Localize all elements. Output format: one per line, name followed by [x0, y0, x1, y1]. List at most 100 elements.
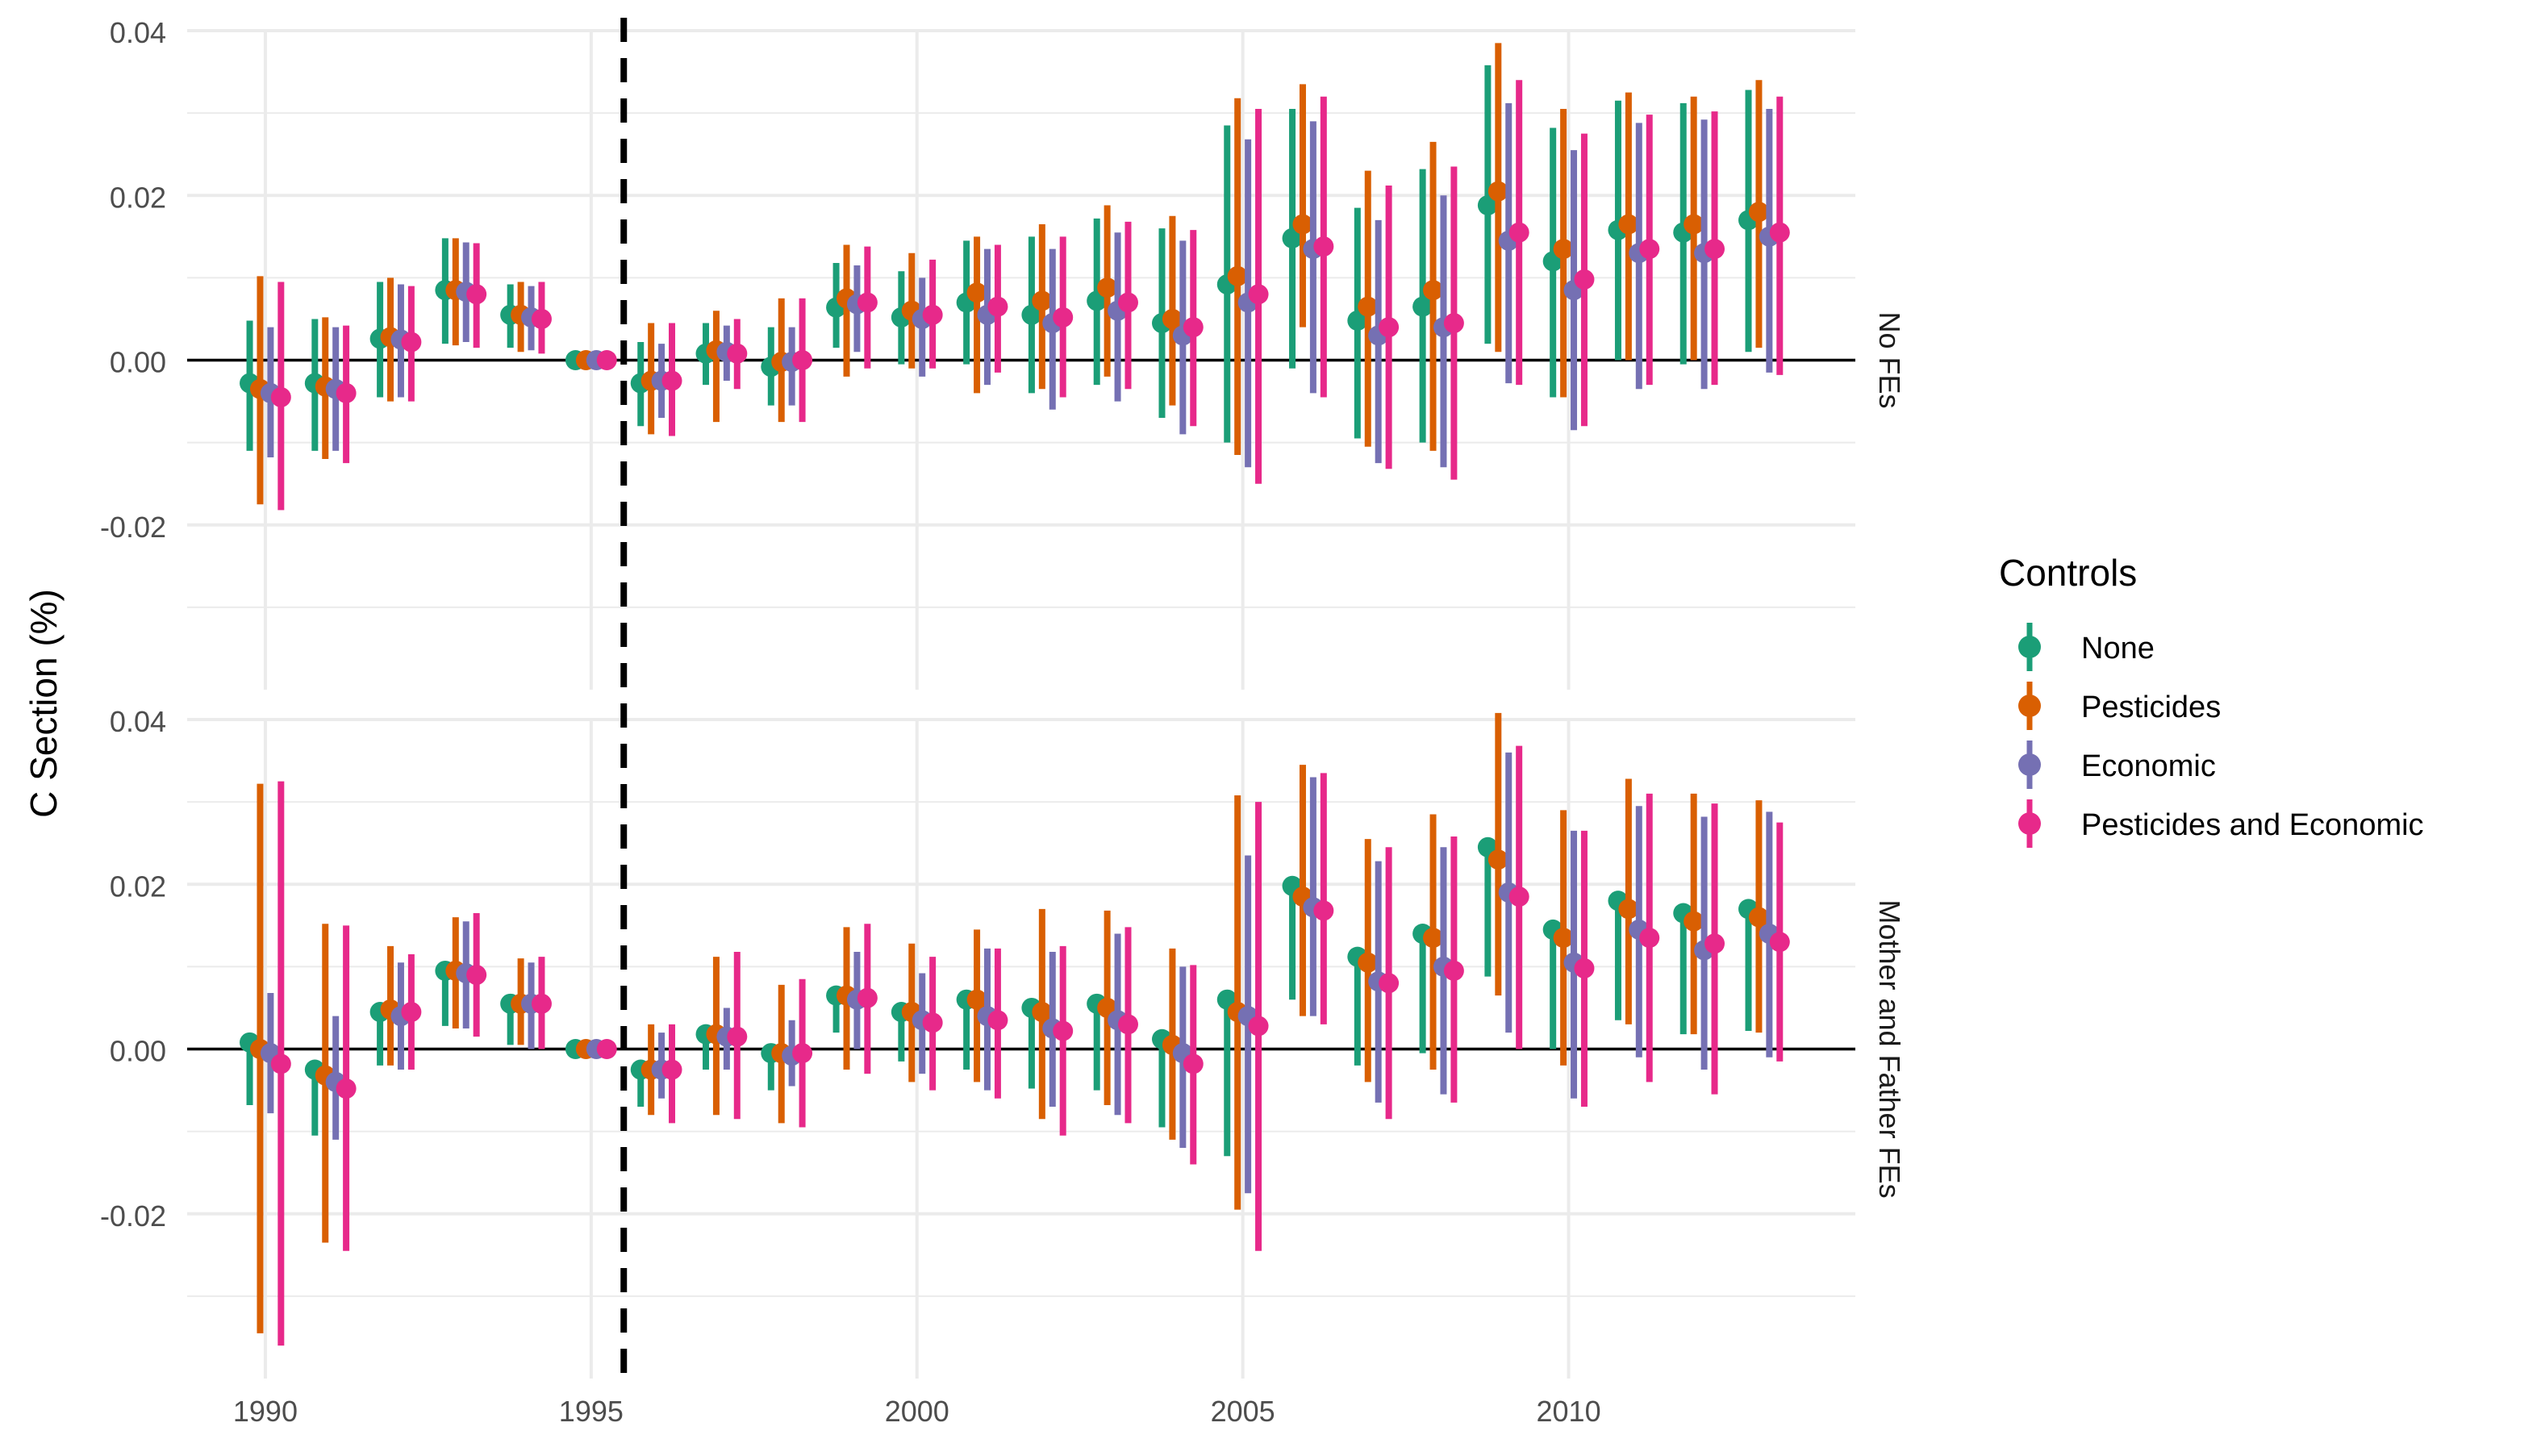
point-estimate [1477, 195, 1498, 216]
point-estimate [1618, 214, 1639, 235]
point-estimate [922, 1012, 943, 1033]
point-estimate [336, 382, 357, 403]
legend-item: Pesticides and Economic [2018, 799, 2424, 848]
point-estimate [1379, 973, 1400, 994]
facet-label: No FEs [1873, 311, 1906, 408]
legend-label: None [2081, 632, 2155, 665]
point-estimate [336, 1078, 357, 1099]
point-estimate [857, 292, 878, 313]
y-tick-label: 0.00 [110, 346, 166, 379]
legend-item: None [2018, 623, 2155, 671]
point-estimate [1183, 317, 1204, 338]
point-estimate [966, 989, 987, 1010]
point-estimate [1704, 933, 1725, 954]
point-estimate [596, 350, 617, 370]
point-estimate [270, 1053, 291, 1074]
point-estimate [270, 386, 291, 407]
panels-layer: -0.02 0.00 0.02 0.04 No FEs -0.02 0.00 0.02 0.04… [100, 16, 1906, 1379]
legend: Controls None Pesticides Economic Pesticide… [1999, 552, 2424, 848]
y-tick-label: 0.04 [110, 16, 166, 49]
y-axis-label: C Section (%) [23, 589, 65, 818]
point-estimate [1347, 310, 1368, 331]
point-estimate [1618, 899, 1639, 920]
legend-label: Economic [2081, 749, 2216, 783]
point-estimate [596, 1039, 617, 1059]
x-axis: 1990 1995 2000 2005 2010 [233, 1395, 1601, 1428]
point-estimate [1282, 227, 1303, 248]
x-tick-label: 1995 [559, 1395, 624, 1428]
point-estimate [987, 1010, 1008, 1031]
series-pesticides [249, 712, 1769, 1333]
legend-key-point [2018, 695, 2041, 717]
point-estimate [1313, 900, 1334, 921]
point-estimate [1769, 222, 1790, 243]
point-estimate [1292, 214, 1313, 235]
point-estimate [1032, 290, 1053, 311]
x-tick-label: 2010 [1537, 1395, 1601, 1428]
point-estimate [1748, 202, 1769, 223]
point-estimate [661, 370, 682, 391]
legend-label: Pesticides and Economic [2081, 808, 2424, 842]
point-estimate [1313, 236, 1334, 257]
point-estimate [792, 350, 813, 370]
point-estimate [1423, 280, 1444, 301]
point-estimate [531, 308, 552, 329]
point-estimate [1684, 911, 1704, 932]
point-estimate [1553, 239, 1574, 260]
legend-title: Controls [1999, 552, 2137, 594]
point-estimate [1358, 952, 1379, 973]
y-tick-label: -0.02 [100, 1199, 166, 1233]
series-pesticides-and-economic [270, 745, 1790, 1346]
point-estimate [1053, 307, 1074, 327]
point-estimate [1487, 849, 1508, 870]
point-estimate [1053, 1020, 1074, 1041]
point-estimate [1097, 277, 1118, 298]
point-estimate [727, 343, 748, 364]
point-estimate [1032, 1002, 1053, 1023]
point-estimate [1508, 887, 1529, 907]
legend-key-point [2018, 636, 2041, 658]
point-estimate [466, 284, 487, 305]
x-tick-label: 2000 [885, 1395, 949, 1428]
x-tick-label: 1990 [233, 1395, 298, 1428]
point-estimate [466, 965, 487, 986]
series-pesticides [249, 43, 1769, 505]
legend-key-point [2018, 753, 2041, 776]
point-estimate [1358, 296, 1379, 317]
legend-item: Pesticides [2018, 682, 2221, 730]
point-estimate [1162, 308, 1183, 329]
point-estimate [1443, 313, 1464, 334]
point-estimate [1117, 1014, 1138, 1035]
point-estimate [987, 296, 1008, 317]
x-tick-label: 2005 [1211, 1395, 1275, 1428]
point-estimate [1553, 928, 1574, 949]
point-estimate [727, 1026, 748, 1047]
point-estimate [1248, 284, 1269, 305]
point-estimate [1021, 304, 1042, 325]
point-estimate [1412, 296, 1433, 317]
point-estimate [857, 987, 878, 1008]
point-estimate [1379, 317, 1400, 338]
facet-label: Mother and Father FEs [1873, 899, 1906, 1198]
point-estimate [1487, 181, 1508, 202]
point-estimate [1574, 269, 1595, 290]
point-estimate [1117, 292, 1138, 313]
series-pesticides-and-economic [270, 80, 1790, 511]
y-tick-label: 0.04 [110, 705, 166, 738]
panel-1: -0.02 0.00 0.02 0.04 No FEs [100, 16, 1906, 690]
point-estimate [1183, 1053, 1204, 1074]
y-tick-label: 0.02 [110, 181, 166, 214]
point-estimate [1769, 932, 1790, 953]
point-estimate [1704, 239, 1725, 260]
y-tick-label: -0.02 [100, 511, 166, 544]
point-estimate [792, 1043, 813, 1064]
legend-label: Pesticides [2081, 690, 2221, 724]
point-estimate [1574, 957, 1595, 978]
point-estimate [401, 332, 422, 353]
point-estimate [1748, 907, 1769, 928]
point-estimate [1508, 222, 1529, 243]
point-estimate [1684, 214, 1704, 235]
point-estimate [1248, 1016, 1269, 1037]
